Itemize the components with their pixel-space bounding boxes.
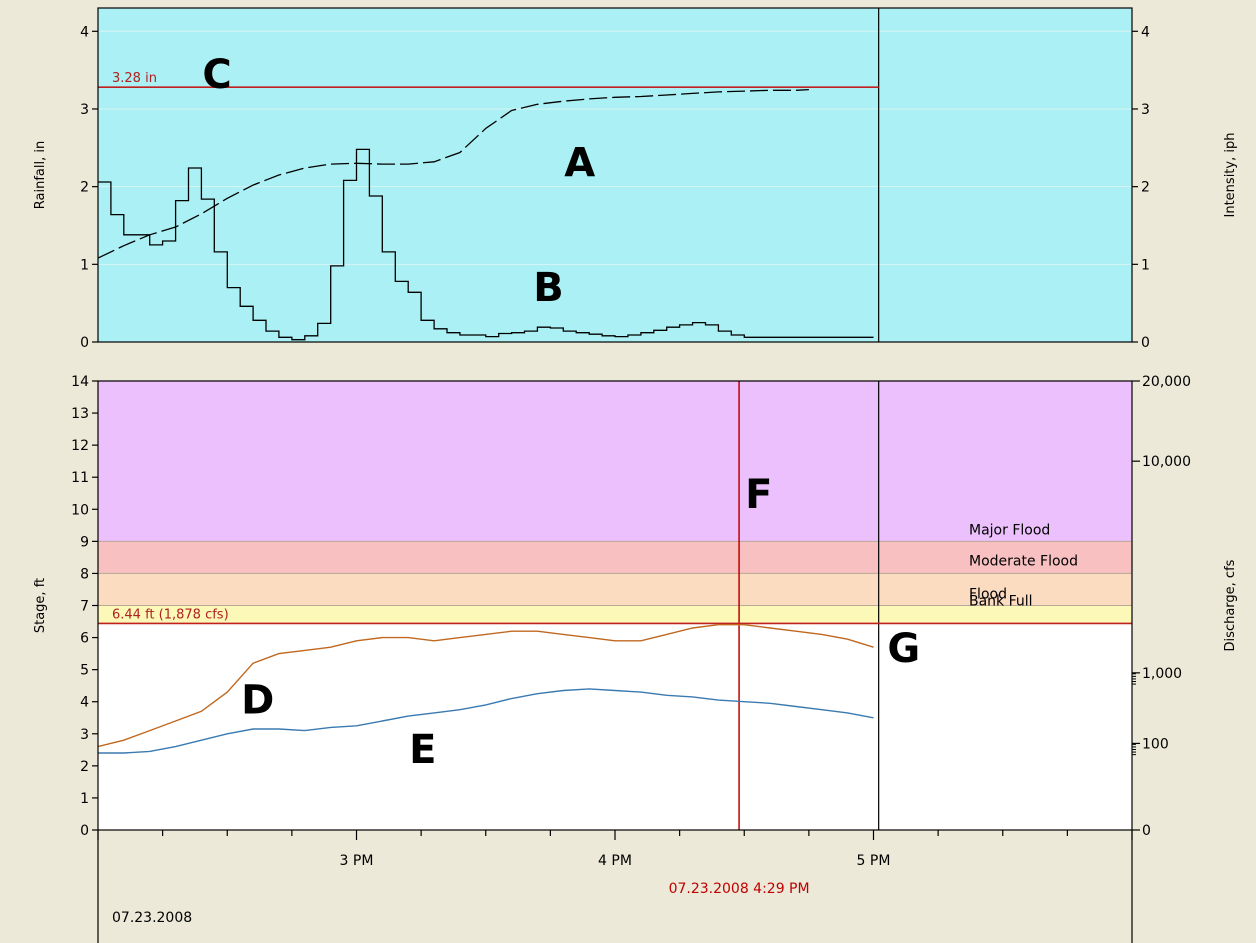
- stage-y-tick-label: 6: [80, 631, 89, 647]
- stage-y-tick-label: 0: [80, 823, 89, 839]
- stage-y-tick-label: 2: [80, 759, 89, 775]
- flood-band-label: Major Flood: [969, 522, 1050, 538]
- stage-y-tick-label: 8: [80, 566, 89, 582]
- rainfall-intensity-line: [98, 148, 874, 341]
- cumulative-rainfall-line: [97, 88, 809, 259]
- stage-y-tick-label: 13: [71, 406, 89, 422]
- intensity-y-tick-label: 0: [1141, 335, 1150, 351]
- stage-threshold-label: 6.44 ft (1,878 cfs): [112, 607, 229, 622]
- intensity-y-tick-label: 1: [1141, 257, 1150, 273]
- stage-y-tick-label: 4: [80, 695, 89, 711]
- annotation-letter-e: E: [409, 727, 436, 773]
- rainfall-y-tick-label: 2: [80, 180, 89, 196]
- flood-band-label: Bank Full: [969, 594, 1033, 610]
- flood-band: [98, 605, 1132, 624]
- annotation-letter-d: D: [241, 677, 274, 723]
- stage-series-e: [98, 688, 874, 754]
- date-label: 07.23.2008: [112, 910, 192, 926]
- rainfall-y-tick-label: 3: [80, 102, 89, 118]
- stage-y-tick-label: 5: [80, 663, 89, 679]
- discharge-y-tick-label: 20,000: [1142, 374, 1191, 390]
- discharge-y-tick-label: 0: [1142, 823, 1151, 839]
- discharge-axis-title: Discharge, cfs: [1223, 559, 1238, 651]
- flood-band-label: Moderate Flood: [969, 553, 1078, 569]
- discharge-y-tick-label: 1,000: [1142, 666, 1182, 682]
- rainfall-axis-title: Rainfall, in: [33, 141, 48, 209]
- intensity-y-tick-label: 2: [1141, 180, 1150, 196]
- stage-y-tick-label: 7: [80, 599, 89, 615]
- flood-band: [98, 573, 1132, 606]
- stage-y-tick-label: 9: [80, 534, 89, 550]
- stage-y-tick-label: 11: [71, 470, 89, 486]
- intensity-axis-title: Intensity, iph: [1223, 133, 1238, 218]
- stage-y-tick-label: 1: [80, 791, 89, 807]
- annotation-letter-c: C: [202, 52, 231, 98]
- intensity-y-tick-label: 4: [1141, 24, 1150, 40]
- annotation-letter-a: A: [564, 141, 595, 187]
- rainfall-threshold-label: 3.28 in: [112, 71, 157, 86]
- discharge-y-tick-label: 100: [1142, 736, 1169, 752]
- annotation-letter-g: G: [887, 626, 920, 672]
- flood-band: [98, 381, 1132, 542]
- time-tick-label: 5 PM: [857, 853, 891, 869]
- discharge-y-tick-label: 10,000: [1142, 454, 1191, 470]
- intensity-y-tick-label: 3: [1141, 102, 1150, 118]
- flood-band: [98, 541, 1132, 574]
- stage-series-d: [97, 624, 874, 748]
- cursor-time-label: 07.23.2008 4:29 PM: [669, 881, 810, 897]
- rainfall-plot-area: [98, 8, 1132, 342]
- time-tick-label: 3 PM: [340, 853, 374, 869]
- stage-y-tick-label: 3: [80, 727, 89, 743]
- stage-y-tick-label: 10: [71, 502, 89, 518]
- time-tick-label: 4 PM: [598, 853, 632, 869]
- stage-axis-title: Stage, ft: [33, 578, 48, 633]
- rainfall-y-tick-label: 4: [80, 24, 89, 40]
- stage-y-tick-label: 12: [71, 438, 89, 454]
- flood-band-label: Flood: [969, 587, 1007, 603]
- annotation-letter-f: F: [745, 472, 772, 518]
- rainfall-plot-frame: [97, 7, 1133, 343]
- rainfall-y-tick-label: 0: [80, 335, 89, 351]
- rainfall-y-tick-label: 1: [80, 257, 89, 273]
- annotation-letter-b: B: [533, 265, 564, 311]
- stage-y-tick-label: 14: [71, 374, 89, 390]
